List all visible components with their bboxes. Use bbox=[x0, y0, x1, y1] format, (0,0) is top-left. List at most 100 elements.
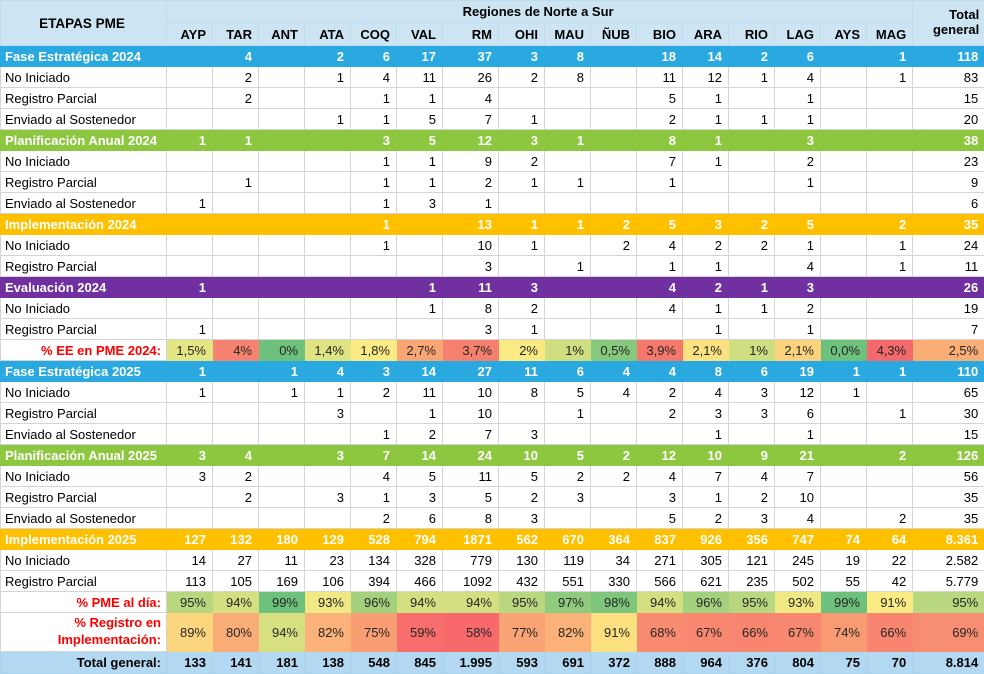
table-cell[interactable] bbox=[821, 298, 867, 319]
table-cell[interactable]: 3 bbox=[499, 424, 545, 445]
table-cell[interactable] bbox=[821, 487, 867, 508]
table-cell[interactable] bbox=[305, 172, 351, 193]
table-cell[interactable] bbox=[499, 403, 545, 424]
row-total-cell[interactable]: 5.779 bbox=[913, 571, 984, 592]
table-cell[interactable]: 98% bbox=[591, 592, 637, 613]
table-cell[interactable]: 356 bbox=[729, 529, 775, 550]
table-cell[interactable]: 8 bbox=[683, 361, 729, 382]
table-cell[interactable]: 1 bbox=[729, 109, 775, 130]
table-cell[interactable] bbox=[821, 445, 867, 466]
table-cell[interactable] bbox=[499, 88, 545, 109]
table-cell[interactable] bbox=[213, 382, 259, 403]
table-cell[interactable]: 4 bbox=[213, 445, 259, 466]
table-cell[interactable] bbox=[351, 403, 397, 424]
table-cell[interactable] bbox=[213, 151, 259, 172]
table-cell[interactable]: 11 bbox=[443, 277, 499, 298]
table-cell[interactable]: 2 bbox=[729, 487, 775, 508]
row-label[interactable]: Registro Parcial bbox=[1, 172, 167, 193]
table-cell[interactable] bbox=[167, 88, 213, 109]
table-cell[interactable]: 1 bbox=[499, 109, 545, 130]
table-cell[interactable]: 330 bbox=[591, 571, 637, 592]
table-cell[interactable]: 837 bbox=[637, 529, 683, 550]
table-cell[interactable] bbox=[259, 445, 305, 466]
table-cell[interactable] bbox=[729, 256, 775, 277]
row-total-cell[interactable]: 2.582 bbox=[913, 550, 984, 571]
table-cell[interactable]: 8 bbox=[545, 67, 591, 88]
table-cell[interactable]: 562 bbox=[499, 529, 545, 550]
table-cell[interactable]: 1871 bbox=[443, 529, 499, 550]
table-cell[interactable] bbox=[213, 235, 259, 256]
table-cell[interactable]: 1 bbox=[259, 382, 305, 403]
table-cell[interactable]: 1 bbox=[167, 130, 213, 151]
table-cell[interactable]: 5 bbox=[443, 487, 499, 508]
table-cell[interactable]: 42 bbox=[867, 571, 913, 592]
table-cell[interactable] bbox=[683, 193, 729, 214]
table-cell[interactable] bbox=[213, 361, 259, 382]
table-cell[interactable]: 6 bbox=[545, 361, 591, 382]
table-cell[interactable]: 1 bbox=[729, 67, 775, 88]
table-cell[interactable]: 1 bbox=[397, 277, 443, 298]
table-cell[interactable] bbox=[167, 424, 213, 445]
table-cell[interactable]: 1 bbox=[167, 277, 213, 298]
table-cell[interactable]: 2,1% bbox=[683, 340, 729, 361]
table-cell[interactable]: 4 bbox=[775, 256, 821, 277]
table-cell[interactable]: 305 bbox=[683, 550, 729, 571]
table-cell[interactable]: 119 bbox=[545, 550, 591, 571]
row-label[interactable]: Fase Estratégica 2024 bbox=[1, 46, 167, 67]
table-cell[interactable] bbox=[821, 46, 867, 67]
table-cell[interactable]: 68% bbox=[637, 613, 683, 652]
table-cell[interactable]: 1 bbox=[683, 424, 729, 445]
table-cell[interactable]: 2 bbox=[591, 466, 637, 487]
row-label[interactable]: Implementación 2025 bbox=[1, 529, 167, 550]
row-label[interactable]: Registro Parcial bbox=[1, 88, 167, 109]
row-total-cell[interactable]: 20 bbox=[913, 109, 984, 130]
table-cell[interactable]: 794 bbox=[397, 529, 443, 550]
table-cell[interactable]: 4 bbox=[637, 361, 683, 382]
table-cell[interactable]: 3 bbox=[683, 214, 729, 235]
table-cell[interactable] bbox=[213, 193, 259, 214]
table-cell[interactable]: 1 bbox=[305, 382, 351, 403]
row-label[interactable]: Fase Estratégica 2025 bbox=[1, 361, 167, 382]
table-cell[interactable]: 1 bbox=[397, 88, 443, 109]
table-cell[interactable]: 22 bbox=[867, 550, 913, 571]
table-cell[interactable]: 1 bbox=[351, 214, 397, 235]
table-cell[interactable] bbox=[545, 151, 591, 172]
table-cell[interactable]: 1 bbox=[545, 130, 591, 151]
row-total-cell[interactable]: 6 bbox=[913, 193, 984, 214]
table-cell[interactable] bbox=[259, 109, 305, 130]
row-total-cell[interactable]: 15 bbox=[913, 88, 984, 109]
table-cell[interactable]: 5 bbox=[499, 466, 545, 487]
table-cell[interactable]: 2 bbox=[637, 403, 683, 424]
table-cell[interactable]: 1 bbox=[729, 298, 775, 319]
table-cell[interactable] bbox=[305, 130, 351, 151]
table-cell[interactable]: 2 bbox=[305, 46, 351, 67]
table-cell[interactable] bbox=[821, 67, 867, 88]
table-cell[interactable] bbox=[259, 151, 305, 172]
table-cell[interactable]: 97% bbox=[545, 592, 591, 613]
table-cell[interactable]: 82% bbox=[545, 613, 591, 652]
table-cell[interactable] bbox=[167, 109, 213, 130]
table-cell[interactable]: 5 bbox=[775, 214, 821, 235]
row-label[interactable]: No Iniciado bbox=[1, 466, 167, 487]
table-cell[interactable] bbox=[637, 319, 683, 340]
row-total-cell[interactable]: 35 bbox=[913, 508, 984, 529]
table-cell[interactable]: 1092 bbox=[443, 571, 499, 592]
table-cell[interactable] bbox=[591, 46, 637, 67]
column-header-ohi[interactable]: OHI bbox=[499, 23, 545, 46]
table-cell[interactable]: 3 bbox=[351, 361, 397, 382]
table-cell[interactable] bbox=[259, 214, 305, 235]
table-cell[interactable] bbox=[729, 319, 775, 340]
table-cell[interactable]: 75 bbox=[821, 652, 867, 674]
table-cell[interactable]: 2 bbox=[867, 508, 913, 529]
table-cell[interactable] bbox=[259, 130, 305, 151]
table-cell[interactable] bbox=[545, 193, 591, 214]
table-cell[interactable]: 3 bbox=[397, 487, 443, 508]
table-cell[interactable] bbox=[259, 403, 305, 424]
table-cell[interactable]: 21 bbox=[775, 445, 821, 466]
table-cell[interactable]: 5 bbox=[637, 88, 683, 109]
table-cell[interactable]: 106 bbox=[305, 571, 351, 592]
table-cell[interactable]: 93% bbox=[305, 592, 351, 613]
table-cell[interactable] bbox=[683, 172, 729, 193]
row-label[interactable]: Enviado al Sostenedor bbox=[1, 508, 167, 529]
table-cell[interactable] bbox=[167, 298, 213, 319]
